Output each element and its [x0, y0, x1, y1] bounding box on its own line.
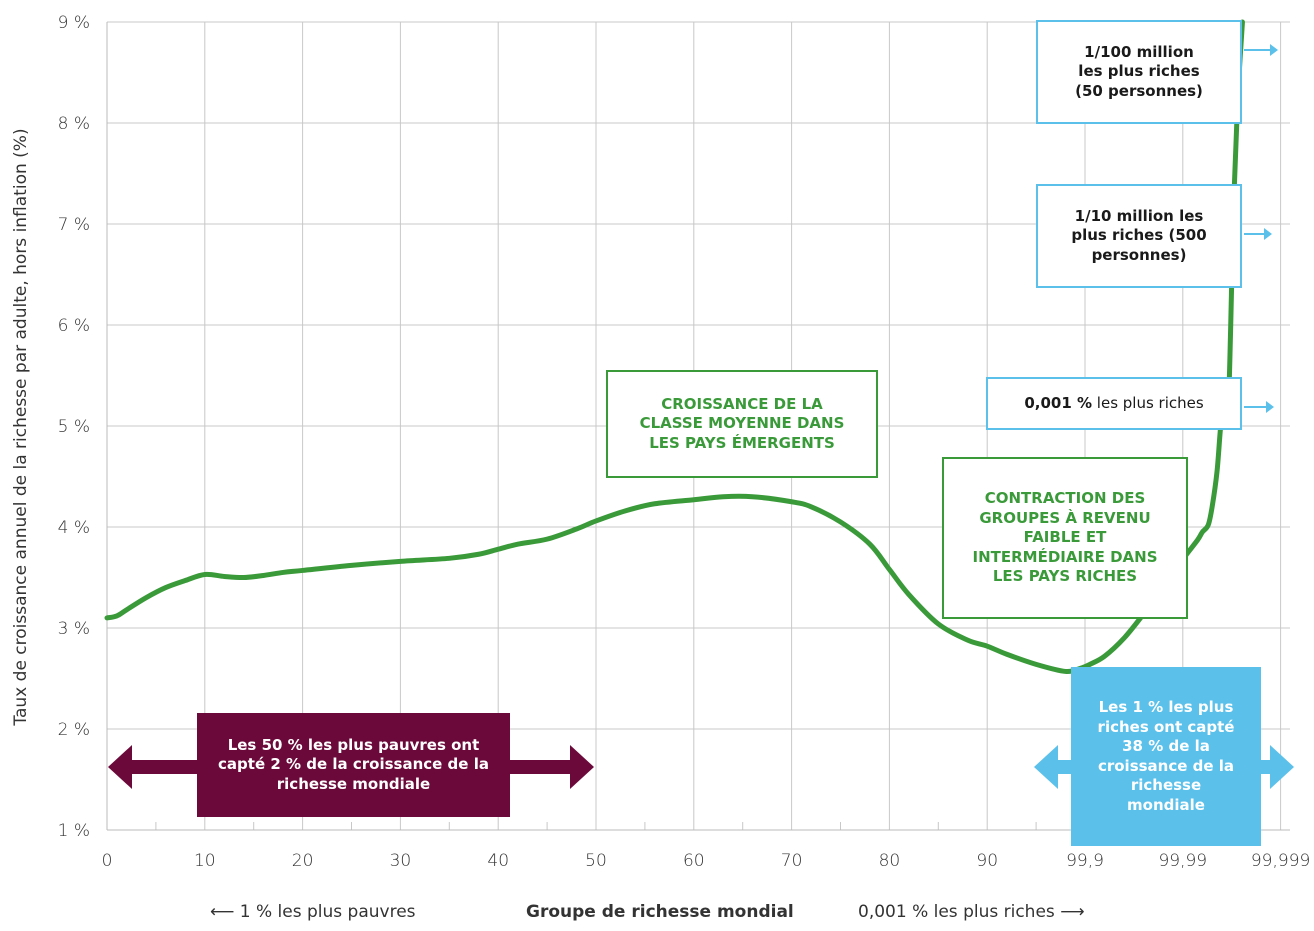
richest-1-annotation: Les 1 % les plus riches ont capté 38 % d…: [1071, 667, 1261, 846]
pointer-arrowhead: [1264, 228, 1272, 240]
right-arrow-icon: ⟶: [1060, 902, 1085, 922]
x-left-caption: ⟵ 1 % les plus pauvres: [210, 902, 416, 922]
y-tick-label: 1 %: [58, 821, 90, 841]
richest-arrow-right-head: [1270, 745, 1294, 789]
poorest-arrow-left-head: [108, 745, 132, 789]
middle-class-annotation: CROISSANCE DE LA CLASSE MOYENNE DANS LES…: [606, 370, 878, 478]
y-axis-label: Taux de croissance annuel de la richesse…: [11, 128, 31, 726]
x-tick-label: 80: [879, 851, 901, 871]
left-arrow-icon: ⟵: [210, 902, 235, 922]
pointer-arrowhead: [1270, 44, 1278, 56]
x-tick-label: 99,99: [1158, 851, 1207, 871]
y-tick-label: 8 %: [58, 114, 90, 134]
y-tick-label: 6 %: [58, 316, 90, 336]
y-tick-label: 9 %: [58, 13, 90, 33]
x-tick-label: 60: [683, 851, 705, 871]
y-tick-label: 2 %: [58, 720, 90, 740]
y-tick-label: 4 %: [58, 518, 90, 538]
x-tick-label: 99,9: [1066, 851, 1104, 871]
y-tick-label: 7 %: [58, 215, 90, 235]
series-line: [104, 19, 1245, 675]
top-10-million-annotation: 1/10 million les plus riches (500 person…: [1036, 184, 1242, 288]
x-tick-label: 99,999: [1251, 851, 1310, 871]
x-tick-label: 90: [976, 851, 998, 871]
grid: [106, 21, 1290, 831]
x-tick-label: 30: [390, 851, 412, 871]
pointer-arrowhead: [1266, 401, 1274, 413]
poorest-arrow-right-head: [570, 745, 594, 789]
x-right-caption: 0,001 % les plus riches ⟶: [858, 902, 1085, 922]
x-tick-label: 40: [487, 851, 509, 871]
contraction-annotation: CONTRACTION DES GROUPES À REVENU FAIBLE …: [942, 457, 1188, 619]
x-axis-title: Groupe de richesse mondial: [526, 902, 794, 922]
x-tick-label: 10: [194, 851, 216, 871]
poorest-50-annotation: Les 50 % les plus pauvres ont capté 2 % …: [197, 713, 510, 817]
y-axis-ticks: 1 % 2 % 3 % 4 % 5 % 6 % 7 % 8 % 9 %: [58, 13, 90, 841]
richest-arrow-left-head: [1034, 745, 1058, 789]
x-tick-label: 0: [102, 851, 113, 871]
x-axis-ticks: 0 10 20 30 40 50 60 70 80 90 99,9 99,99 99,999: [102, 851, 1311, 871]
x-tick-label: 20: [292, 851, 314, 871]
x-tick-label: 50: [585, 851, 607, 871]
top-100-million-annotation: 1/100 million les plus riches (50 person…: [1036, 20, 1242, 124]
top-0001-annotation: 0,001 % les plus riches: [986, 377, 1242, 430]
x-tick-label: 70: [781, 851, 803, 871]
y-tick-label: 3 %: [58, 619, 90, 639]
y-tick-label: 5 %: [58, 417, 90, 437]
